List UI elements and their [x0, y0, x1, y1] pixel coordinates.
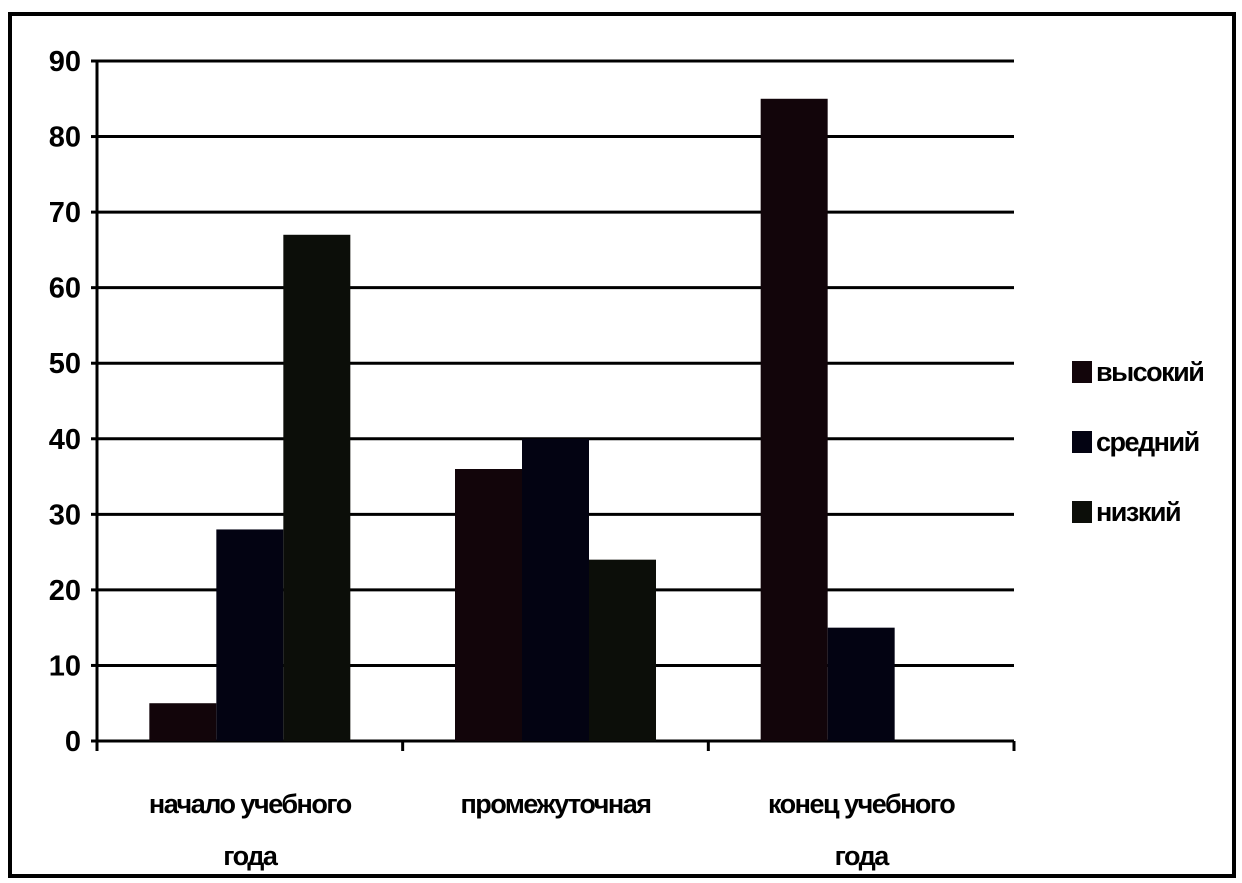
- x-category-label: начало учебного: [149, 789, 352, 819]
- legend-label-высокий: высокий: [1096, 357, 1203, 387]
- bar-средний-1: [522, 438, 589, 741]
- y-tick-label: 20: [49, 575, 81, 607]
- y-tick-label: 80: [49, 122, 81, 154]
- y-tick-label: 40: [49, 424, 81, 456]
- bars: [149, 98, 895, 742]
- bar-chart: 0 10 20 30 40 50 60 70 80 90 начало учебного года пр…: [49, 46, 1205, 871]
- axis-labels: 0 10 20 30 40 50 60 70 80 90 начало учебного года пр…: [49, 46, 957, 871]
- x-category-label: года: [835, 841, 891, 871]
- y-tick-label: 70: [49, 197, 81, 229]
- y-tick-label: 60: [49, 273, 81, 305]
- bar-средний-0: [216, 529, 284, 741]
- y-tick-label: 0: [65, 726, 81, 758]
- legend-swatch-высокий: [1072, 361, 1092, 383]
- bar-высокий-2: [760, 98, 828, 742]
- y-tick-label: 50: [49, 348, 81, 380]
- chart-frame: 0 10 20 30 40 50 60 70 80 90 начало учебного года пр…: [8, 12, 1236, 878]
- bar-низкий-1: [589, 559, 656, 741]
- y-tick-label: 90: [49, 46, 81, 78]
- x-category-label: промежуточная: [460, 789, 650, 819]
- legend-label-средний: средний: [1096, 427, 1199, 457]
- legend-swatch-средний: [1072, 431, 1092, 453]
- bar-низкий-0: [283, 234, 351, 741]
- y-tick-label: 10: [49, 650, 81, 682]
- legend: высокий средний низкий: [1072, 357, 1205, 527]
- x-category-label: конец учебного: [768, 789, 955, 819]
- bar-высокий-1: [455, 469, 522, 741]
- bar-высокий-0: [149, 703, 217, 741]
- legend-swatch-низкий: [1072, 501, 1092, 523]
- y-tick-label: 30: [49, 499, 81, 531]
- legend-label-низкий: низкий: [1096, 497, 1180, 527]
- x-category-label: года: [223, 841, 279, 871]
- bar-средний-2: [827, 627, 895, 741]
